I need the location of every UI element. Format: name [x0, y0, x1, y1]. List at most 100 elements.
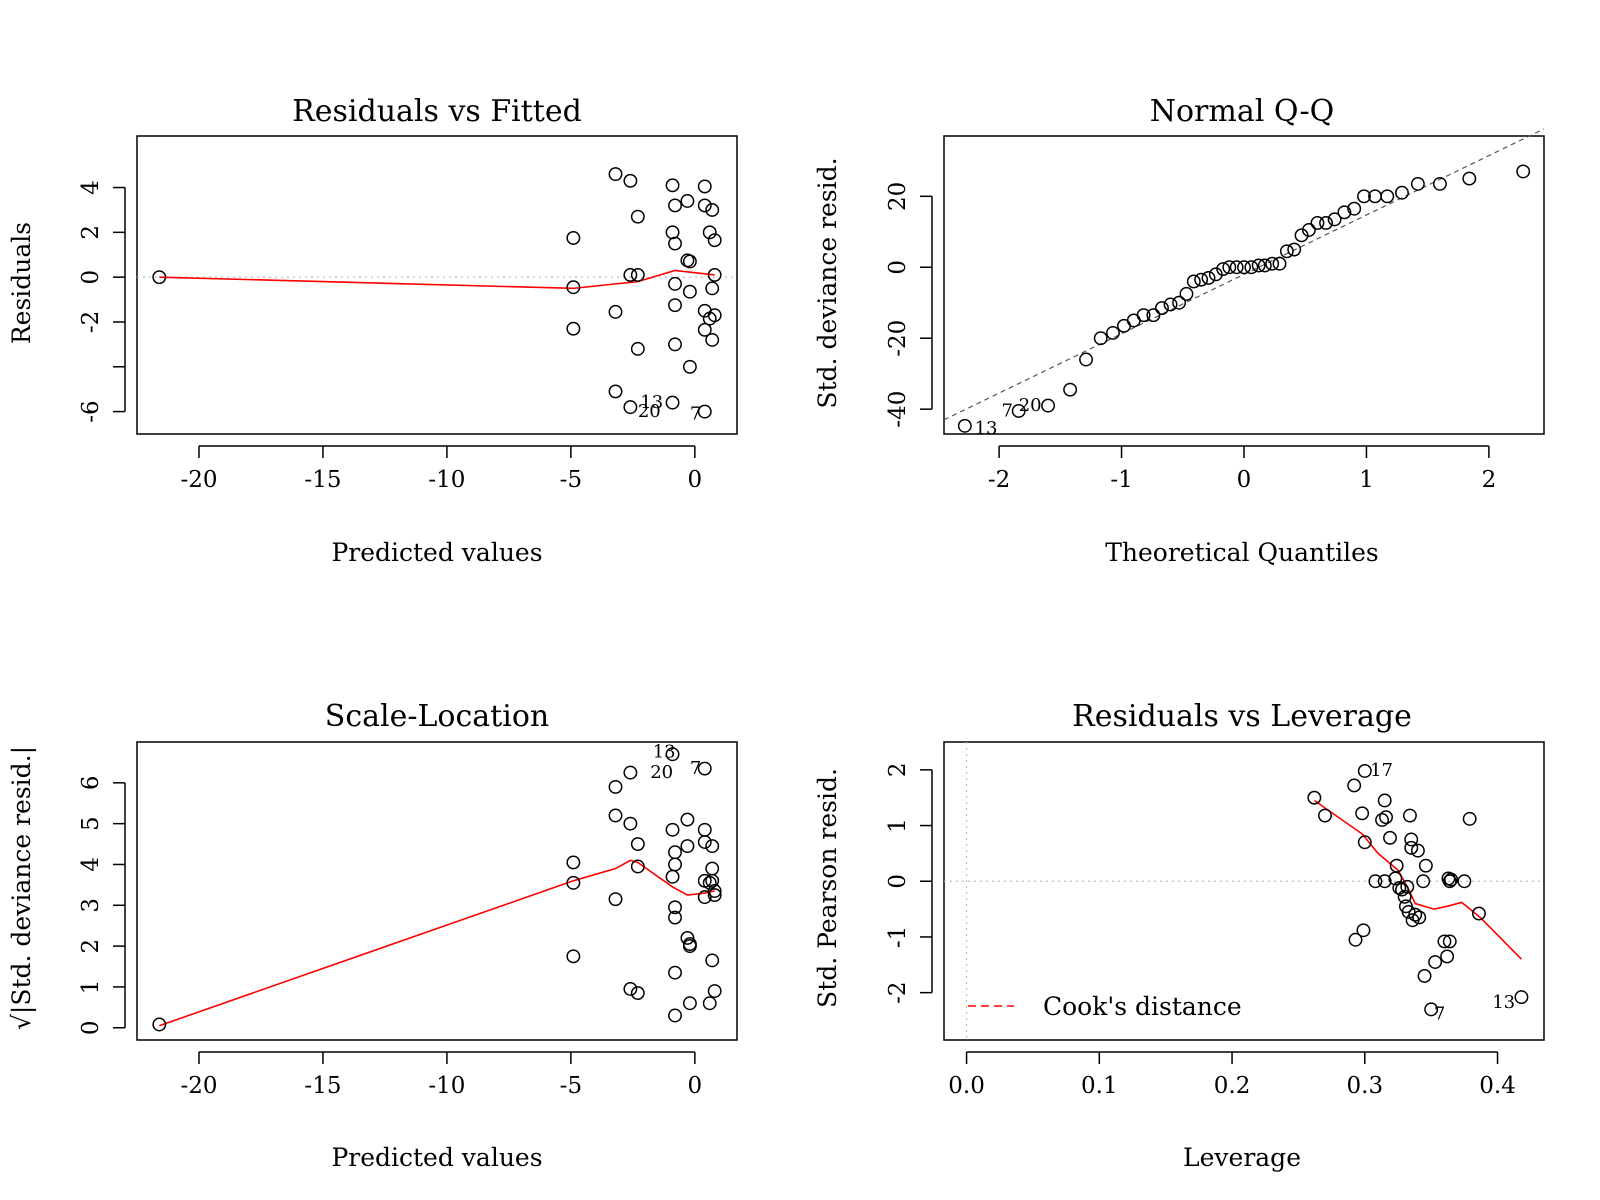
data-point — [1279, 244, 1294, 259]
smooth-line — [159, 859, 715, 1027]
data-point — [1208, 267, 1223, 282]
title-residuals-vs-leverage: Residuals vs Leverage — [1072, 699, 1412, 734]
data-point — [668, 1008, 682, 1023]
ylabel-residuals-vs-fitted: Residuals — [7, 222, 36, 344]
point-label: 7 — [1002, 400, 1013, 421]
point-label: 13 — [975, 418, 998, 439]
data-point — [682, 254, 697, 269]
data-point — [1179, 286, 1194, 301]
point-label: 17 — [1370, 760, 1393, 781]
data-point — [1442, 874, 1457, 889]
data-point — [680, 930, 695, 945]
data-point — [957, 418, 972, 433]
title-residuals-vs-fitted: Residuals vs Fitted — [292, 94, 582, 129]
data-point — [1410, 176, 1425, 191]
x-tick-label: 1 — [1359, 467, 1374, 493]
x-tick-label: 0.1 — [1081, 1073, 1118, 1099]
data-point — [668, 900, 682, 915]
data-point — [1318, 808, 1332, 823]
data-point — [1383, 830, 1397, 845]
data-point — [623, 765, 638, 780]
y-tick-label: -20 — [885, 320, 911, 357]
panel-scale-location: Scale-Location Predicted values √|Std. d… — [7, 699, 738, 1172]
data-point — [566, 230, 581, 245]
data-point — [1432, 176, 1447, 191]
y-tick-label: -1 — [885, 926, 911, 948]
point-label: 13 — [640, 392, 663, 413]
x-tick-label: 0.2 — [1214, 1073, 1251, 1099]
data-point — [1412, 910, 1427, 925]
data-point — [1462, 171, 1477, 186]
data-point — [702, 996, 717, 1011]
data-point — [1457, 874, 1472, 889]
panel-residuals-vs-fitted: Residuals vs Fitted Predicted values Res… — [7, 94, 738, 567]
data-point — [1356, 923, 1371, 938]
x-tick-label: 0.4 — [1479, 1073, 1516, 1099]
data-point — [707, 308, 722, 323]
data-point — [697, 835, 712, 849]
y-tick-label: 5 — [78, 816, 104, 831]
data-point — [630, 341, 645, 356]
data-point — [697, 404, 712, 419]
data-point — [1319, 215, 1333, 230]
data-point — [1375, 813, 1390, 827]
data-point — [668, 857, 682, 872]
data-point — [707, 884, 722, 898]
data-point — [682, 996, 697, 1011]
data-point — [1194, 272, 1209, 287]
data-point — [680, 839, 695, 854]
point-label: 20 — [1019, 395, 1042, 416]
point-label: 7 — [690, 403, 701, 424]
data-point — [707, 233, 722, 248]
x-tick-label: -20 — [180, 1073, 217, 1099]
data-point — [1229, 260, 1244, 275]
data-point — [1379, 810, 1393, 825]
data-point — [1514, 990, 1529, 1005]
data-point — [682, 939, 697, 954]
data-point — [608, 892, 623, 907]
data-point — [1380, 189, 1395, 204]
data-point — [608, 304, 623, 319]
data-point — [702, 225, 717, 240]
xlabel-scale-location: Predicted values — [331, 1143, 542, 1172]
point-label: 20 — [638, 401, 661, 422]
ylabel-scale-location: √|Std. deviance resid.| — [7, 746, 37, 1030]
data-point — [1472, 906, 1486, 921]
point-label: 20 — [650, 762, 673, 783]
data-point — [630, 986, 645, 1001]
data-point — [1442, 934, 1457, 949]
data-point — [665, 225, 680, 240]
y-tick-label: 4 — [78, 180, 104, 195]
x-tick-label: -1 — [1110, 467, 1132, 493]
data-point — [1516, 164, 1531, 179]
data-point — [705, 332, 720, 347]
data-point — [1136, 308, 1151, 323]
data-point — [682, 359, 697, 374]
data-point — [566, 855, 581, 870]
y-tick-label: 20 — [885, 182, 911, 211]
panel-residuals-vs-leverage: Residuals vs Leverage Leverage Std. Pear… — [813, 699, 1545, 1172]
data-point — [1408, 907, 1423, 922]
title-scale-location: Scale-Location — [325, 699, 549, 734]
data-point — [630, 267, 645, 282]
data-point — [707, 984, 722, 998]
data-point — [668, 965, 682, 980]
data-point — [1272, 256, 1287, 271]
xlabel-residuals-vs-leverage: Leverage — [1183, 1143, 1301, 1172]
plot-frame — [943, 135, 1545, 435]
data-point — [707, 267, 722, 282]
data-point — [1357, 764, 1372, 778]
data-point — [608, 167, 623, 182]
x-tick-label: -10 — [428, 467, 465, 493]
data-point — [1400, 879, 1415, 894]
x-tick-label: -20 — [180, 467, 217, 493]
title-normal-qq: Normal Q-Q — [1150, 94, 1335, 129]
data-point — [665, 822, 680, 837]
data-point — [623, 816, 638, 831]
data-point — [566, 949, 581, 964]
plot-frame — [136, 135, 738, 435]
data-point — [707, 888, 722, 903]
y-tick-label: 1 — [78, 980, 104, 995]
data-point — [1079, 352, 1093, 367]
xlabel-residuals-vs-fitted: Predicted values — [331, 538, 542, 567]
